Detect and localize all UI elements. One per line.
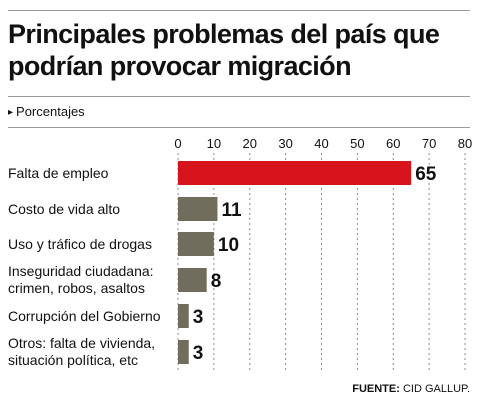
category-label-3: Inseguridad ciudadana: crimen, robos, asa… <box>8 263 174 297</box>
category-label-1: Costo de vida alto <box>8 201 174 218</box>
category-label-4: Corrupción del Gobierno <box>8 308 174 325</box>
chart-title: Principales problemas del país que podrí… <box>8 18 470 82</box>
x-tick-label-60: 60 <box>386 136 400 151</box>
category-label-line: situación política, etc <box>8 352 138 368</box>
source-label: FUENTE: <box>352 383 400 395</box>
value-label-5: 3 <box>193 343 204 364</box>
title-divider <box>8 96 470 97</box>
subtitle-text: Porcentajes <box>16 104 85 119</box>
x-tick-label-0: 0 <box>174 136 181 151</box>
category-label-line: Uso y tráfico de drogas <box>8 235 152 252</box>
x-tick-label-40: 40 <box>314 136 328 151</box>
category-label-0: Falta de empleo <box>8 165 174 182</box>
category-label-5: Otros: falta de vivienda, situación polít… <box>8 335 174 369</box>
category-label-line: Otros: falta de vivienda, <box>8 335 156 351</box>
subtitle-divider <box>8 127 470 128</box>
x-tick-label-30: 30 <box>278 136 292 151</box>
bar-3 <box>178 268 207 292</box>
triangle-marker-icon: ▸ <box>8 107 14 118</box>
bar-2 <box>178 232 214 256</box>
bar-0 <box>178 161 412 185</box>
x-tick-label-70: 70 <box>422 136 436 151</box>
x-tick-label-20: 20 <box>243 136 257 151</box>
source-credit: FUENTE: CID GALLUP. <box>352 382 470 396</box>
value-label-4: 3 <box>193 307 204 328</box>
x-tick-label-50: 50 <box>350 136 364 151</box>
x-tick-label-10: 10 <box>207 136 221 151</box>
bar-1 <box>178 197 218 221</box>
chart-title-line-1: Principales problemas del país que <box>8 19 440 49</box>
x-tick-label-80: 80 <box>458 136 472 151</box>
category-label-2: Uso y tráfico de drogas <box>8 236 174 253</box>
top-divider <box>8 10 470 11</box>
chart-title-line-2: podrían provocar migración <box>8 51 352 81</box>
category-label-line: Costo de vida alto <box>8 200 121 217</box>
source-text: CID GALLUP. <box>399 383 470 395</box>
value-label-0: 65 <box>415 164 437 185</box>
category-label-line: Inseguridad ciudadana: <box>8 263 154 279</box>
chart-subtitle: ▸ Porcentajes <box>8 104 85 121</box>
category-label-line: crimen, robos, asaltos <box>8 280 145 296</box>
value-label-1: 11 <box>221 200 242 221</box>
category-label-line: Falta de empleo <box>8 164 109 181</box>
category-label-line: Corrupción del Gobierno <box>8 307 161 324</box>
bar-5 <box>178 340 189 364</box>
value-label-2: 10 <box>218 235 239 256</box>
value-label-3: 8 <box>211 271 222 292</box>
bar-4 <box>178 304 189 328</box>
